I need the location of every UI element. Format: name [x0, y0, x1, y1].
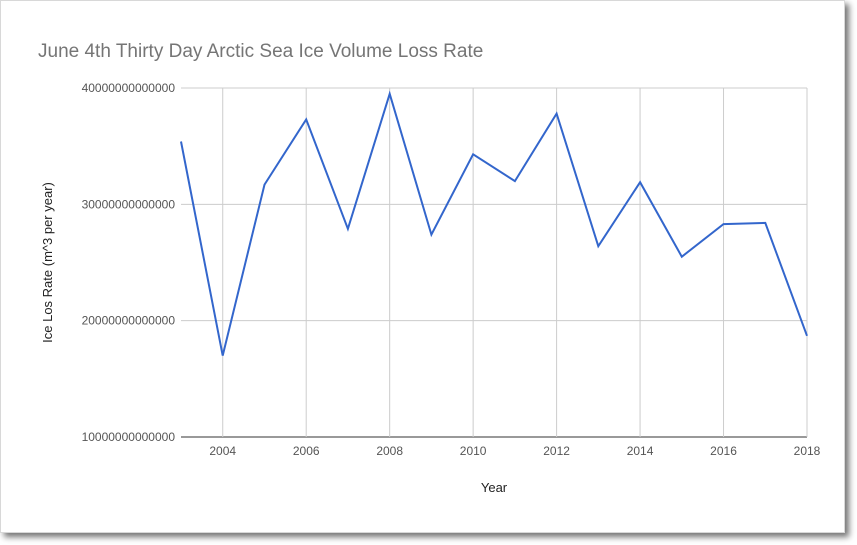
chart-title: June 4th Thirty Day Arctic Sea Ice Volum…: [38, 41, 483, 62]
x-axis-label: Year: [481, 480, 508, 495]
y-tick-label: 20000000000000: [82, 314, 176, 328]
series-group: [180, 90, 808, 356]
series-line: [180, 90, 808, 356]
x-tick-label: 2016: [710, 444, 737, 458]
x-axis-ticks: 2004 2006 2008 2010 2012 2014 2016 2018: [209, 444, 820, 458]
y-tick-label: 30000000000000: [82, 197, 176, 211]
y-tick-label: 10000000000000: [82, 430, 176, 444]
grid: [181, 87, 808, 438]
y-axis-ticks: 10000000000000 20000000000000 300000000000…: [82, 81, 176, 444]
y-axis-label: Ice Los Rate (m^3 per year): [40, 182, 55, 343]
x-tick-label: 2010: [460, 444, 487, 458]
x-tick-label: 2004: [209, 444, 236, 458]
x-tick-label: 2014: [627, 444, 654, 458]
y-tick-label: 40000000000000: [82, 81, 176, 95]
chart-frame: [0, 0, 845, 533]
x-tick-label: 2012: [543, 444, 570, 458]
x-tick-label: 2018: [794, 444, 821, 458]
x-tick-label: 2006: [293, 444, 320, 458]
x-tick-label: 2008: [376, 444, 403, 458]
